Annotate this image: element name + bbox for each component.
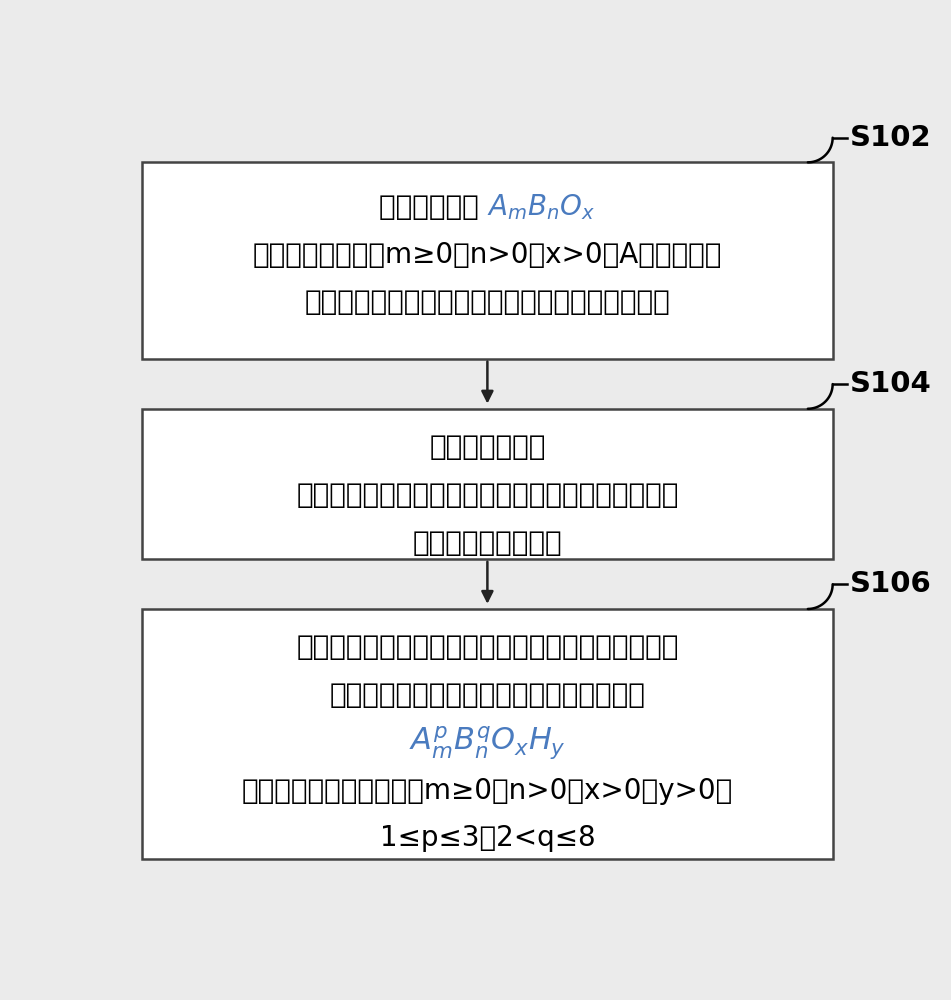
Text: 的含氢鉇氧化物，其中，m≥0，n>0，x>0，y>0，: 的含氢鉇氧化物，其中，m≥0，n>0，x>0，y>0， [242,777,733,805]
Text: 素、碱土金属元素和稀土金属元素中的一种或多种: 素、碱土金属元素和稀土金属元素中的一种或多种 [304,288,670,316]
Bar [142,409,833,559]
Text: $\mathit{A_mB_nO_x}$: $\mathit{A_mB_nO_x}$ [487,192,595,222]
Text: $\mathit{A_m^p B_n^q O_x H_y}$: $\mathit{A_m^p B_n^q O_x H_y}$ [409,724,566,761]
Text: S102: S102 [849,124,931,152]
Text: 的氧化物，其中，m≥0，n>0，x>0，A为碱金属元: 的氧化物，其中，m≥0，n>0，x>0，A为碱金属元 [253,241,722,269]
Text: 1≤p≤3，2<q≤8: 1≤p≤3，2<q≤8 [379,824,595,852]
Text: 所述离子液体中包含氢离子和氧离子，将所述氧化物: 所述离子液体中包含氢离子和氧离子，将所述氧化物 [296,481,679,509]
Text: 置于所述离子液体中: 置于所述离子液体中 [413,529,562,557]
Text: 的氢离子插入所述氧化物，以形成结构式为: 的氢离子插入所述氧化物，以形成结构式为 [329,681,646,709]
Text: S104: S104 [849,370,931,398]
Bar [142,609,833,859]
Text: S106: S106 [849,570,931,598]
Text: 提供结构式为: 提供结构式为 [378,193,487,221]
Bar [142,162,833,359]
Text: 提供离子液体，: 提供离子液体， [429,433,546,461]
Text: 向所述离子液体施加电场，从而使得所述离子液体中: 向所述离子液体施加电场，从而使得所述离子液体中 [296,633,679,661]
